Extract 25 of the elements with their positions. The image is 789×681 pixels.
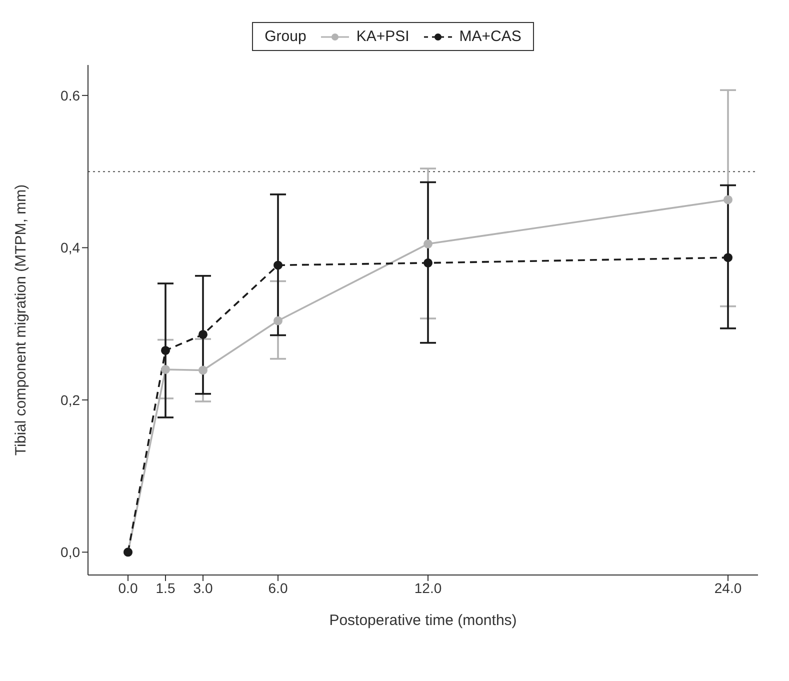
point <box>724 195 732 204</box>
point <box>424 258 432 268</box>
legend-label: KA+PSI <box>356 28 410 45</box>
y-tick-label: 0.6 <box>60 87 80 104</box>
legend-label: MA+CAS <box>459 28 522 45</box>
x-tick-label: 3.0 <box>193 580 213 596</box>
y-tick-label: 0,2 <box>60 392 80 408</box>
x-tick-label: 0.0 <box>118 580 138 596</box>
point <box>274 316 282 326</box>
point <box>161 346 170 355</box>
x-tick-label: 24.0 <box>714 580 742 596</box>
point <box>198 330 208 339</box>
x-tick-label: 6.0 <box>268 580 288 596</box>
point <box>424 239 432 248</box>
point <box>724 253 732 262</box>
x-tick-label: 1.5 <box>156 580 176 596</box>
point <box>274 260 282 270</box>
y-axis-title: Tibial component migration (MTPM, mm) <box>12 184 30 456</box>
y-tick-label: 0,0 <box>60 544 80 560</box>
legend-title: Group <box>264 28 306 45</box>
x-axis-title: Postoperative time (months) <box>329 612 517 629</box>
point <box>198 366 208 375</box>
point <box>161 364 170 374</box>
x-tick-label: 12.0 <box>414 580 442 596</box>
y-tick-label: 0,4 <box>60 240 80 256</box>
